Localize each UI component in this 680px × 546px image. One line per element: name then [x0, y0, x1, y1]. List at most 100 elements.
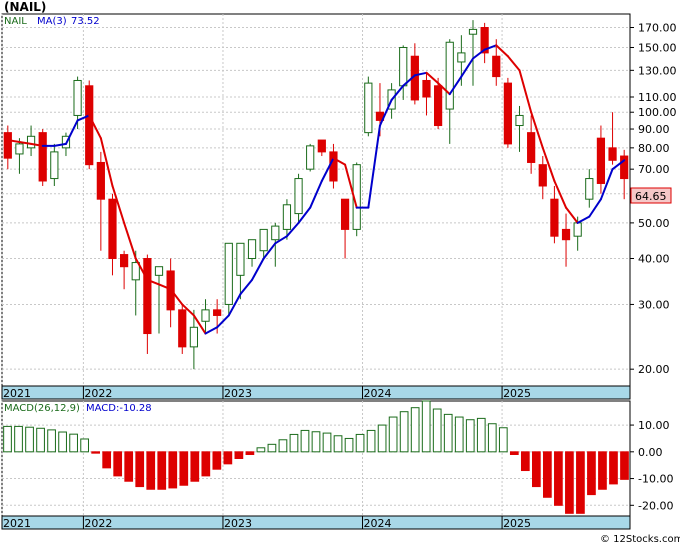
- candle-body: [329, 151, 338, 182]
- ma-line-segment: [169, 288, 184, 306]
- candle-body: [480, 27, 489, 54]
- macd-bar: [432, 408, 442, 453]
- price-xtick-label: 2024: [364, 387, 392, 400]
- macd-bar: [311, 431, 321, 453]
- macd-bar: [520, 451, 530, 472]
- ma-line-segment: [216, 314, 230, 329]
- macd-panel: 10.00 0.00 -10.00 -20.00 2021 2022 2023 2024 202…: [1, 400, 673, 530]
- ma-line-segment: [483, 44, 498, 51]
- macd-bar: [179, 451, 189, 486]
- ma-line-segment: [378, 98, 393, 127]
- macd-bar: [454, 416, 464, 453]
- price-ytick-label: 40.00: [638, 253, 670, 266]
- ma-line-segment: [472, 48, 486, 60]
- ma-line-segment: [413, 71, 428, 77]
- macd-bar: [91, 451, 101, 454]
- macd-bar: [223, 451, 233, 465]
- ma-line-segment: [53, 142, 67, 147]
- price-ytick-label: 100.00: [638, 106, 677, 119]
- candle-body: [364, 82, 373, 134]
- ma-line-segment: [565, 206, 579, 224]
- macd-bar: [598, 451, 607, 490]
- price-ytick-label: 70.00: [638, 163, 670, 176]
- ma-line-segment: [367, 124, 381, 209]
- price-ytick-label: 50.00: [638, 217, 670, 230]
- price-ytick-label: 150.00: [638, 41, 677, 54]
- price-xtick-label: 2025: [503, 387, 531, 400]
- price-ytick-label: 30.00: [638, 298, 670, 311]
- ma-line-segment: [553, 179, 568, 209]
- macd-bar: [69, 433, 78, 453]
- legend-ma-value: 73.52: [71, 16, 100, 27]
- ma-line-segment: [239, 278, 254, 296]
- candle-body: [236, 242, 245, 276]
- ma-line-segment: [181, 303, 195, 317]
- macd-bar: [476, 417, 486, 453]
- ma-line-segment: [88, 114, 102, 140]
- macd-bar: [300, 429, 310, 453]
- candle-body: [120, 254, 129, 268]
- macd-xtick-label: 2022: [84, 517, 112, 530]
- ma-line-segment: [274, 235, 288, 245]
- ma-line-segment: [425, 71, 440, 85]
- macd-xtick-label: 2025: [503, 517, 531, 530]
- macd-bar: [498, 427, 508, 453]
- price-ytick-label: 130.00: [638, 64, 677, 77]
- macd-bar: [190, 451, 200, 482]
- chart-title: (NAIL): [4, 0, 46, 14]
- candle-body: [620, 155, 629, 180]
- macd-bar: [168, 451, 178, 489]
- macd-bar: [102, 451, 112, 469]
- candle-body: [294, 178, 303, 215]
- candle-body: [457, 52, 466, 63]
- macd-bar: [465, 419, 475, 453]
- legend-ma-label: MA(3): [37, 16, 67, 27]
- candle-body: [271, 225, 280, 241]
- ma-line-segment: [123, 221, 137, 260]
- price-ytick-label: 80.00: [638, 142, 670, 155]
- macd-ytick-label: -20.00: [638, 499, 673, 512]
- ma-line-segment: [390, 84, 405, 101]
- ma-line-segment: [134, 257, 149, 281]
- legend-macd-label: MACD(26,12,9): [4, 403, 80, 414]
- macd-bar: [377, 424, 387, 453]
- candle-body: [154, 266, 164, 276]
- macd-bar: [399, 411, 409, 453]
- ma-line-segment: [192, 314, 207, 335]
- candle-body: [50, 151, 59, 180]
- price-ytick-label: 20.00: [638, 363, 670, 376]
- ma-line-segment: [262, 242, 277, 260]
- candle-body: [515, 114, 524, 127]
- candle-body: [608, 147, 617, 161]
- candle-body: [15, 143, 24, 155]
- copyright: © 12Stocks.com: [600, 534, 680, 545]
- macd-bar: [25, 426, 34, 453]
- candle-body: [434, 85, 443, 127]
- ma-line-segment: [76, 114, 91, 122]
- macd-xtick-label: 2021: [3, 517, 31, 530]
- macd-bar: [620, 451, 629, 480]
- ma-line-segment: [599, 168, 614, 201]
- ma-line-segment: [460, 57, 474, 78]
- price-ytick-label: 170.00: [638, 22, 677, 35]
- ma-line-segment: [18, 140, 33, 145]
- candle-body: [85, 85, 94, 166]
- last-price-label: 64.65: [635, 190, 667, 203]
- ma-line-segment: [588, 198, 602, 218]
- macd-bar: [113, 451, 123, 477]
- candle-body: [26, 135, 36, 149]
- ma-line-segment: [251, 257, 265, 281]
- macd-bar: [267, 443, 277, 453]
- ma-line-segment: [332, 157, 347, 166]
- candle-body: [538, 164, 547, 187]
- macd-bar: [609, 451, 618, 485]
- ma-line-segment: [611, 159, 626, 171]
- candle-body: [224, 242, 233, 305]
- macd-bar: [587, 451, 596, 496]
- macd-bar: [146, 451, 156, 490]
- macd-bar: [3, 425, 12, 453]
- price-xtick-label: 2021: [3, 387, 31, 400]
- candle-body: [317, 139, 326, 153]
- macd-bar: [388, 416, 398, 453]
